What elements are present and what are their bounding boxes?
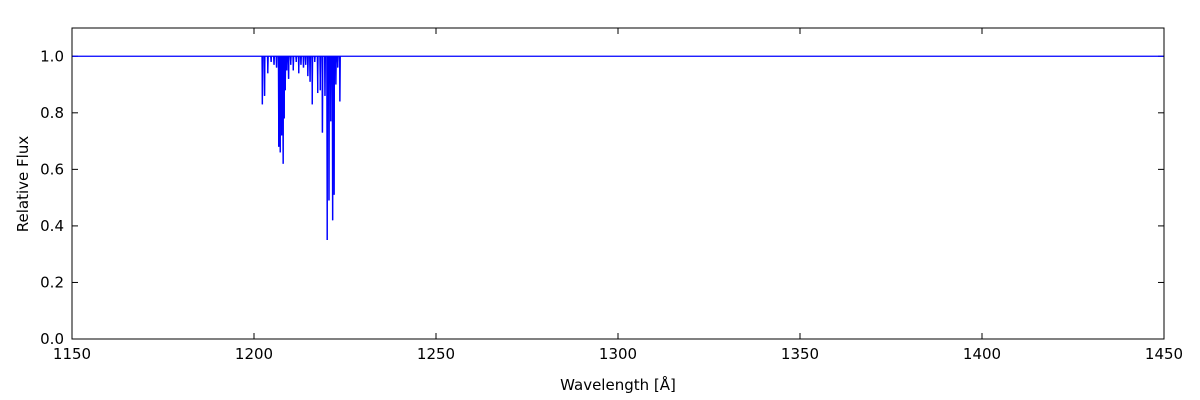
y-tick-label: 0.8 <box>40 104 64 122</box>
series-layer <box>72 55 1164 241</box>
y-tick-label: 0.0 <box>40 330 64 348</box>
x-tick-label: 1300 <box>599 345 637 363</box>
y-tick-label: 1.0 <box>40 47 64 65</box>
x-axis-label: Wavelength [Å] <box>560 375 676 394</box>
plot-frame <box>71 27 1165 340</box>
y-tick-label: 0.6 <box>40 160 64 178</box>
ticks-layer: 1150 1200 1250 1300 1350 1400 1450 0.0 0.2 0.4 0.6… <box>40 28 1183 363</box>
x-tick-label: 1400 <box>963 345 1001 363</box>
x-tick-label: 1350 <box>781 345 819 363</box>
x-tick-label: 1250 <box>417 345 455 363</box>
x-tick-label: 1450 <box>1145 345 1183 363</box>
y-tick-label: 0.4 <box>40 217 64 235</box>
x-tick-label: 1150 <box>53 345 91 363</box>
y-tick-label: 0.2 <box>40 273 64 291</box>
y-axis-label: Relative Flux <box>14 136 32 233</box>
x-tick-label: 1200 <box>235 345 273 363</box>
spectrum-line <box>72 55 1164 241</box>
